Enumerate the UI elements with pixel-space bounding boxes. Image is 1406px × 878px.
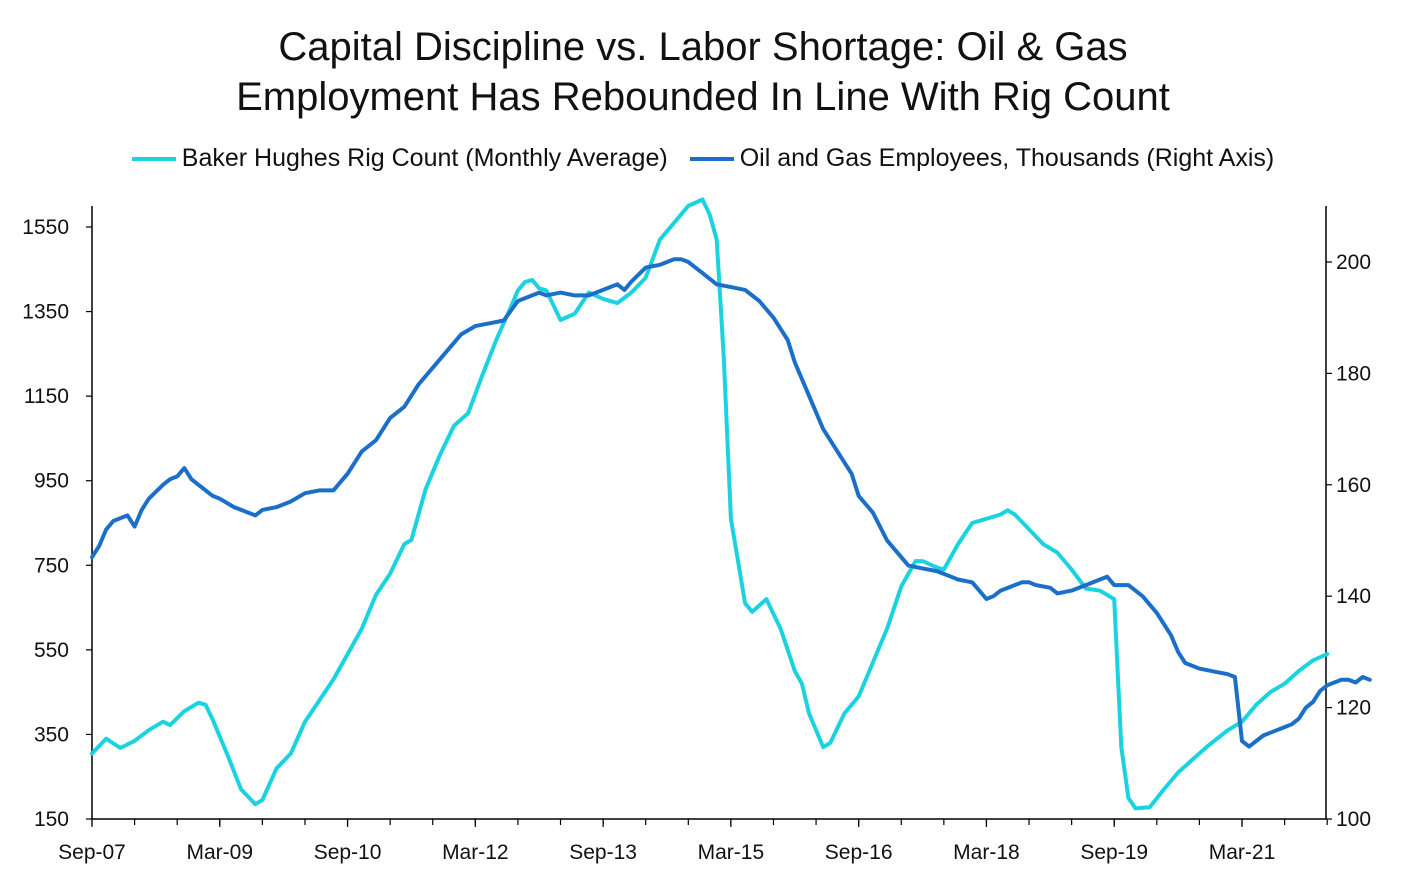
legend-item-rig-count: Baker Hughes Rig Count (Monthly Average) [131,144,668,173]
y-left-tick-label: 550 [34,639,69,662]
y-left-tick-label: 1550 [22,216,69,239]
chart-legend: Baker Hughes Rig Count (Monthly Average)… [0,144,1406,173]
chart-title-line-2: Employment Has Rebounded In Line With Ri… [236,75,1170,119]
chart-title-line-1: Capital Discipline vs. Labor Shortage: O… [278,25,1128,69]
x-tick-label: Mar-18 [953,841,1020,864]
x-tick-label: Sep-10 [314,841,382,864]
x-tick-label: Mar-21 [1209,841,1276,864]
y-right-tick-label: 160 [1336,474,1371,497]
rig-count-line [90,197,1330,811]
x-tick-label: Sep-16 [825,841,893,864]
x-tick-label: Sep-07 [58,841,126,864]
legend-item-employees: Oil and Gas Employees, Thousands (Right … [689,144,1275,173]
y-left-tick-label: 1150 [24,385,69,408]
legend-swatch-employees [689,156,734,161]
legend-label-rig-count: Baker Hughes Rig Count (Monthly Average) [181,144,668,172]
y-left-tick-label: 350 [34,723,69,746]
x-tick-label: Mar-12 [442,841,509,864]
y-right-tick-label: 180 [1336,362,1371,385]
y-right-tick-label: 100 [1336,808,1371,831]
legend-label-employees: Oil and Gas Employees, Thousands (Right … [739,144,1275,172]
y-left-tick-label: 150 [34,808,69,831]
y-left-tick-label: 950 [34,470,69,493]
chart-title: Capital Discipline vs. Labor Shortage: O… [0,22,1406,122]
employees-line [90,257,1372,749]
x-tick-label: Sep-13 [569,841,637,864]
x-tick-label: Mar-09 [187,841,254,864]
y-right-tick-label: 200 [1336,251,1371,274]
y-right-tick-label: 120 [1336,697,1371,720]
x-tick-label: Mar-15 [698,841,765,864]
y-right-tick-label: 140 [1336,585,1371,608]
y-left-tick-label: 1350 [22,301,69,324]
y-left-tick-label: 750 [34,554,69,577]
x-tick-label: Sep-19 [1080,841,1148,864]
legend-swatch-rig-count [131,156,176,161]
